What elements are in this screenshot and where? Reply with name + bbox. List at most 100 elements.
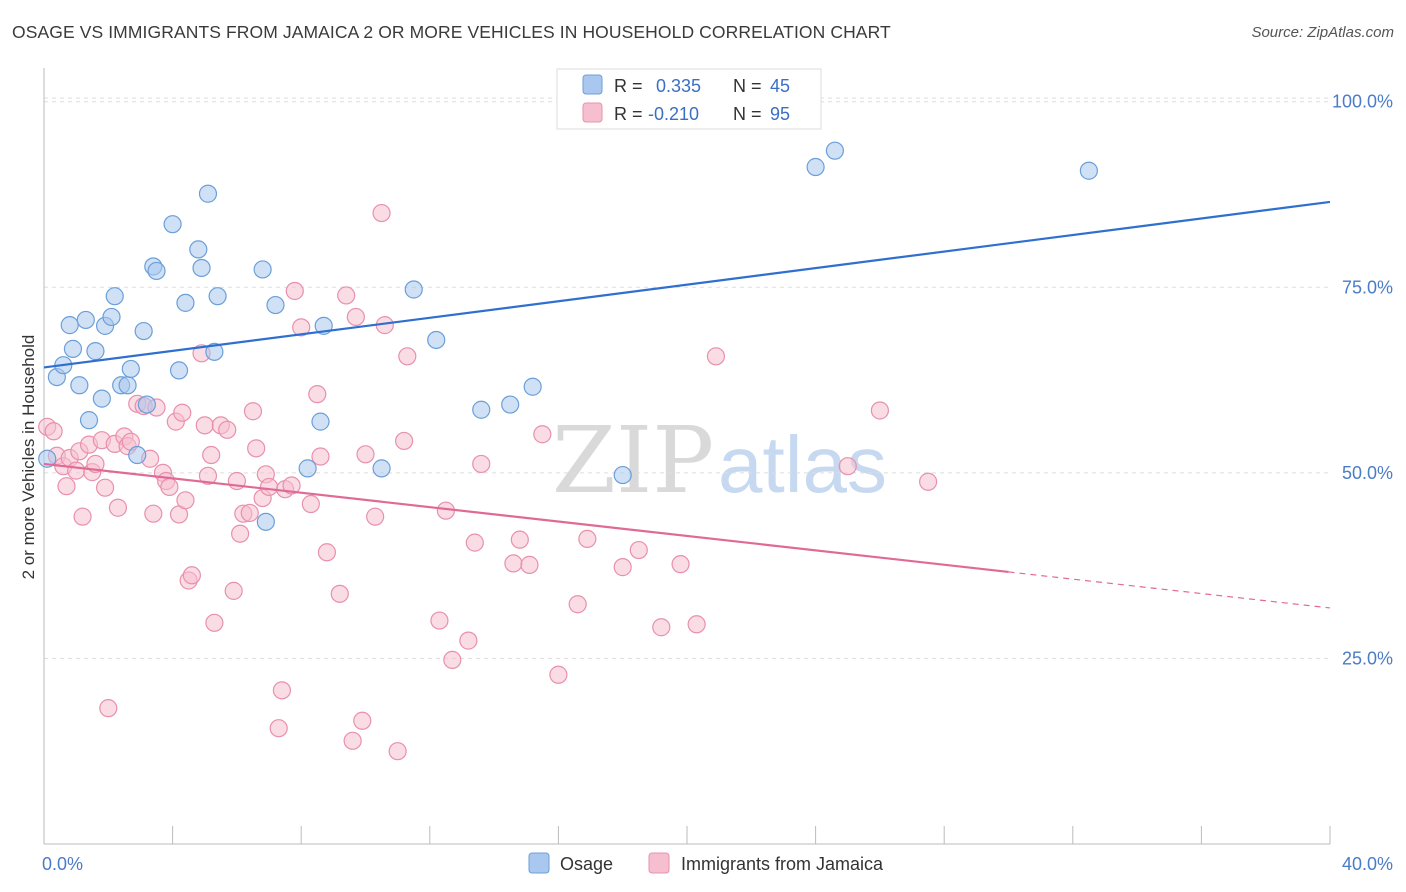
jamaica-point-41 — [224, 581, 243, 600]
legend-n-value-osage: 45 — [770, 76, 790, 96]
osage-point-35 — [404, 280, 423, 299]
legend-swatch-jamaica — [582, 102, 603, 123]
trend-lines — [43, 200, 1331, 609]
osage-point-23 — [176, 293, 195, 312]
osage-point-39 — [523, 377, 542, 396]
jamaica-point-47 — [247, 439, 266, 458]
osage-point-14 — [118, 376, 137, 395]
jamaica-point-75 — [443, 650, 462, 670]
tick-labels: 25.0% 50.0% 75.0% 100.0% 0.0% 40.0% — [42, 92, 1393, 874]
y-tick-label-2: 75.0% — [1342, 277, 1393, 297]
jamaica-point-27 — [160, 477, 179, 497]
legend-r-label-osage: R = — [614, 76, 643, 96]
jamaica-point-72 — [398, 347, 417, 366]
jamaica-point-56 — [292, 318, 311, 337]
jamaica-point-35 — [195, 416, 214, 435]
jamaica-point-60 — [317, 543, 337, 562]
jamaica-point-16 — [108, 498, 128, 517]
osage-point-22 — [169, 361, 189, 380]
osage-point-26 — [198, 184, 218, 203]
legend-r-label-jamaica: R = — [614, 104, 643, 124]
jamaica-point-94 — [919, 472, 938, 491]
jamaica-point-6 — [67, 461, 86, 480]
trend-line-jamaica-extrapolated — [1008, 571, 1331, 609]
jamaica-point-87 — [629, 540, 648, 560]
chart-title: OSAGE VS IMMIGRANTS FROM JAMAICA 2 OR MO… — [12, 22, 891, 42]
osage-point-27 — [205, 342, 224, 361]
bottom-legend-label-osage: Osage — [560, 854, 613, 874]
jamaica-point-85 — [578, 529, 597, 549]
osage-point-24 — [189, 240, 208, 259]
osage-point-4 — [63, 339, 83, 358]
jamaica-point-70 — [388, 742, 407, 761]
jamaica-point-86 — [613, 558, 632, 577]
jamaica-point-33 — [182, 566, 201, 585]
osage-point-21 — [163, 215, 182, 234]
osage-point-29 — [253, 260, 272, 279]
y-tick-label-1: 50.0% — [1342, 463, 1393, 483]
jamaica-point-40 — [218, 420, 237, 439]
jamaica-point-71 — [394, 431, 414, 451]
osage-point-38 — [501, 395, 520, 414]
jamaica-point-82 — [533, 425, 552, 444]
jamaica-point-66 — [356, 445, 375, 464]
osage-point-0 — [38, 449, 57, 468]
y-tick-label-0: 25.0% — [1342, 648, 1393, 668]
bottom-legend-swatch-osage — [528, 852, 550, 874]
jamaica-point-84 — [568, 595, 587, 614]
osage-point-7 — [79, 411, 99, 430]
jamaica-point-37 — [202, 445, 221, 465]
osage-point-42 — [825, 141, 844, 160]
jamaica-point-51 — [269, 719, 288, 738]
legend-n-value-jamaica: 95 — [770, 104, 790, 124]
jamaica-point-89 — [671, 555, 690, 574]
osage-point-9 — [92, 389, 111, 408]
jamaica-point-23 — [144, 504, 163, 523]
jamaica-point-59 — [311, 447, 330, 466]
jamaica-point-30 — [173, 403, 192, 422]
osage-point-34 — [372, 459, 391, 478]
jamaica-point-79 — [504, 554, 523, 573]
osage-point-16 — [128, 445, 147, 465]
osage-point-32 — [311, 412, 330, 431]
jamaica-point-61 — [330, 584, 349, 603]
osage-point-6 — [76, 310, 95, 330]
jamaica-point-55 — [285, 281, 304, 301]
legend-n-label-jamaica: N = — [733, 104, 762, 124]
osage-point-30 — [266, 295, 285, 315]
jamaica-point-91 — [706, 347, 726, 366]
jamaica-point-4 — [57, 477, 76, 496]
y-tick-label-3: 100.0% — [1332, 92, 1393, 112]
jamaica-point-81 — [520, 555, 539, 574]
jamaica-point-54 — [282, 476, 301, 495]
jamaica-point-46 — [243, 402, 263, 421]
jamaica-point-65 — [353, 711, 372, 730]
jamaica-point-76 — [459, 631, 478, 650]
osage-point-17 — [134, 321, 153, 341]
osage-point-41 — [806, 157, 825, 177]
jamaica-point-77 — [465, 533, 484, 552]
jamaica-point-83 — [549, 665, 568, 684]
osage-point-28 — [208, 287, 227, 306]
jamaica-point-68 — [372, 203, 391, 223]
bottom-legend-swatch-jamaica — [648, 852, 670, 874]
jamaica-point-58 — [308, 385, 327, 404]
osage-point-25 — [192, 258, 211, 278]
osage-point-36 — [427, 330, 446, 350]
osage-point-11 — [102, 307, 121, 327]
jamaica-point-63 — [343, 731, 362, 750]
jamaica-point-43 — [231, 524, 250, 543]
jamaica-point-57 — [301, 494, 320, 514]
series-jamaica-points — [38, 203, 938, 761]
osage-point-44 — [256, 512, 275, 531]
jamaica-point-73 — [430, 611, 449, 630]
bottom-legend-label-jamaica: Immigrants from Jamaica — [681, 854, 884, 874]
jamaica-point-78 — [472, 454, 491, 474]
jamaica-point-62 — [337, 286, 356, 305]
jamaica-point-93 — [870, 401, 890, 420]
watermark-zip: ZIP — [552, 407, 714, 514]
jamaica-point-50 — [259, 477, 279, 497]
jamaica-point-52 — [272, 681, 292, 700]
osage-point-8 — [86, 342, 105, 361]
